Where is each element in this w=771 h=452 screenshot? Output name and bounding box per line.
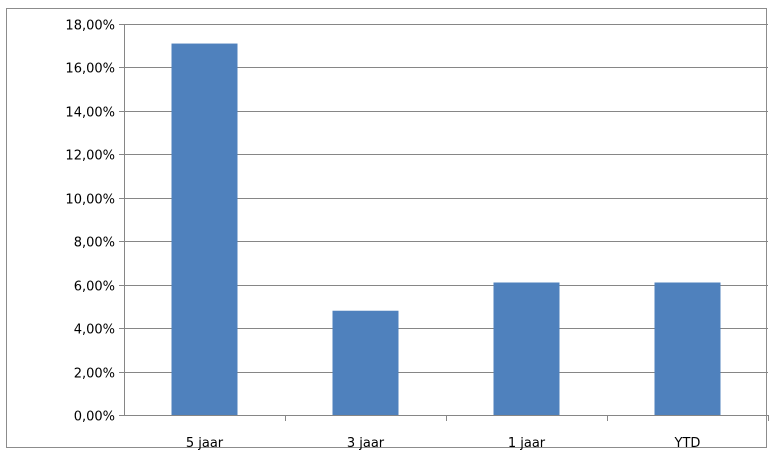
- y-tick-label: 10,00%: [65, 193, 115, 208]
- y-tick-label: 2,00%: [74, 367, 115, 382]
- y-tick-label: 16,00%: [65, 62, 115, 77]
- x-tick-labels: 5 jaar 3 jaar 1 jaar YTD: [186, 436, 701, 451]
- bar: [171, 43, 238, 416]
- x-tick-label: 5 jaar: [186, 436, 224, 451]
- bar: [493, 282, 560, 415]
- x-tick-label: 1 jaar: [508, 436, 546, 451]
- y-tick-label: 0,00%: [74, 410, 115, 425]
- bars: [171, 43, 721, 416]
- x-tick-label: YTD: [674, 436, 701, 451]
- y-tick-label: 12,00%: [65, 149, 115, 164]
- axes: [119, 24, 769, 421]
- y-tick-label: 4,00%: [74, 323, 115, 338]
- y-tick-label: 8,00%: [74, 236, 115, 251]
- y-tick-label: 14,00%: [65, 106, 115, 121]
- y-tick-label: 6,00%: [74, 280, 115, 295]
- bar: [654, 282, 721, 415]
- y-tick-labels: 0,00% 2,00% 4,00% 6,00% 8,00% 10,00% 12,00% 14,…: [65, 19, 115, 425]
- bar: [332, 310, 399, 415]
- y-tick-label: 18,00%: [65, 19, 115, 34]
- x-tick-label: 3 jaar: [347, 436, 385, 451]
